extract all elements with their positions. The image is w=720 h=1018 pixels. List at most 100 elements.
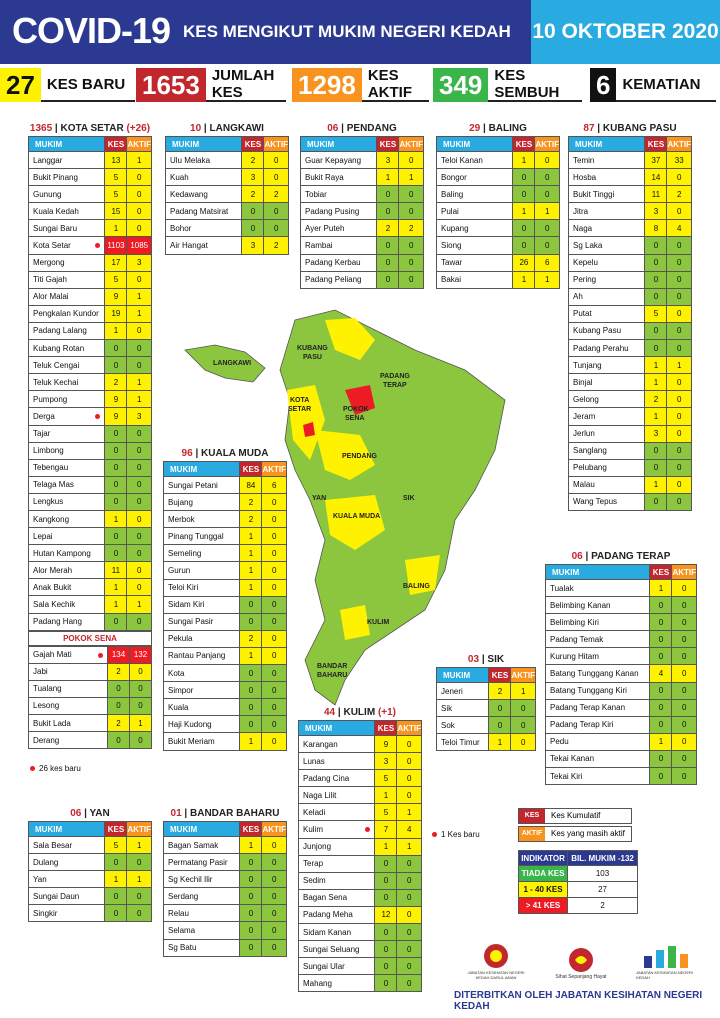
table-row: Gelong 2 0 — [567, 390, 692, 409]
district-title: 06 | PENDANG — [327, 123, 397, 134]
mukim-label: Lepai — [33, 531, 53, 541]
kes-value: 0 — [107, 731, 130, 750]
kes-value: 0 — [644, 339, 668, 358]
aktif-value: 0 — [263, 150, 289, 170]
table-row: Padang Meha 12 0 — [297, 905, 422, 925]
aktif-value: 0 — [261, 612, 287, 631]
map-label-kota-setar-2: SETAR — [288, 406, 311, 413]
aktif-value: 0 — [126, 185, 152, 204]
mukim-name: Sungai Ular — [297, 957, 376, 976]
district-case-count: 96 — [181, 448, 193, 459]
district-name: LANGKAWI — [209, 123, 264, 134]
mukim-label: Pulai — [441, 206, 459, 216]
aktif-value: 1 — [510, 681, 536, 701]
table-row: Padang Cina 5 0 — [297, 769, 422, 788]
mukim-name: Temin — [567, 150, 646, 170]
aktif-value: 0 — [396, 888, 422, 907]
kes-value: 0 — [239, 887, 263, 906]
table-row: Kedawang 2 2 — [164, 185, 289, 204]
kes-value: 0 — [107, 679, 130, 698]
table-row: Junjong 1 1 — [297, 837, 422, 856]
table-row: Padang Terap Kiri 0 0 — [544, 715, 697, 734]
aktif-value: 0 — [261, 870, 287, 889]
table-row: Jabi 2 0 — [28, 662, 152, 681]
kes-value: 0 — [107, 696, 130, 716]
mukim-label: Bagan Samak — [168, 840, 219, 850]
district-title: 44 | KULIM (+1) — [324, 707, 396, 718]
kes-value: 1 — [644, 475, 668, 494]
table-row: Kuah 3 0 — [164, 168, 289, 187]
table-row: Siong 0 0 — [435, 236, 560, 255]
kes-value: 1 — [104, 595, 128, 614]
col-header-kes: KES — [512, 136, 536, 152]
kes-value: 0 — [512, 236, 536, 255]
table-row: Air Hangat 3 2 — [164, 236, 289, 255]
page-subtitle: KES MENGIKUT MUKIM NEGERI KEDAH — [183, 22, 511, 41]
mukim-label: Padang Lalang — [33, 326, 87, 336]
red-zone-kota-setar — [345, 385, 375, 415]
mukim-label: Wang Tepus — [573, 497, 618, 507]
aktif-value: 0 — [126, 441, 152, 460]
district-title: 29 | BALING — [469, 123, 527, 134]
aktif-value: 0 — [396, 854, 422, 873]
table-row: Selama 0 0 — [162, 921, 287, 940]
col-header-mukim: MUKIM — [299, 136, 378, 152]
aktif-value: 0 — [671, 698, 697, 717]
district-table: MUKIM KES AKTIF Sala Besar 5 1 Dulang 0 0 Yan 1 1 Su… — [27, 821, 152, 923]
kes-value: 0 — [649, 613, 673, 632]
kes-value: 3 — [376, 150, 400, 170]
table-row: Merbok 2 0 — [162, 510, 287, 529]
mukim-name: Jeram — [567, 407, 646, 426]
mukim-name: Lengkus — [27, 492, 106, 511]
mukim-label: Tualak — [550, 583, 574, 593]
aktif-value: 0 — [534, 150, 560, 170]
col-header-kes: KES — [374, 720, 398, 736]
mukim-label: Lengkus — [33, 497, 64, 507]
district-title: 87 | KUBANG PASU — [583, 123, 677, 134]
kes-value: 2 — [241, 150, 265, 170]
mukim-label: Gajah Mati — [33, 650, 72, 660]
kes-value: 0 — [644, 321, 668, 341]
legend: KES Kes Kumulatif AKTIF Kes yang masih akt… — [518, 808, 632, 844]
col-header-mukim: MUKIM — [567, 136, 646, 152]
aktif-value: 0 — [666, 492, 692, 511]
table-row: Kota Setar 1103 1085 — [27, 236, 152, 255]
aktif-value: 0 — [396, 905, 422, 925]
table-row: Kangkong 1 0 — [27, 509, 152, 529]
table-row: Hutan Kampong 0 0 — [27, 544, 152, 563]
aktif-value: 0 — [666, 339, 692, 358]
legend-aktif: AKTIF Kes yang masih aktif — [518, 826, 632, 842]
mukim-name: Tebengau — [27, 458, 106, 477]
mukim-name: Dulang — [27, 853, 106, 872]
mukim-name: Bukit Lada — [28, 713, 108, 733]
mukim-label: Bongor — [441, 172, 467, 182]
mukim-name: Sala Kechik — [27, 595, 106, 614]
mukim-name: Kepelu — [567, 253, 646, 272]
district-name: SIK — [487, 654, 505, 665]
kes-value: 1 — [649, 578, 673, 598]
mukim-label: Bakai — [441, 275, 462, 285]
kes-value: 0 — [374, 974, 398, 993]
aktif-value: 0 — [671, 681, 697, 700]
mukim-label: Lesong — [33, 701, 60, 711]
mukim-label: Bujang — [168, 497, 193, 507]
table-row: Padang Terap Kanan 0 0 — [544, 698, 697, 717]
aktif-value: 0 — [126, 475, 152, 494]
aktif-value: 0 — [129, 662, 152, 681]
kes-value: 0 — [376, 253, 400, 272]
aktif-value: 0 — [126, 853, 152, 872]
map-label-bandar-baharu-1: BANDAR — [317, 663, 347, 670]
table-row: Padang Peliang 0 0 — [299, 270, 424, 289]
stat-kes-sembuh: 349 KES SEMBUH — [433, 67, 582, 102]
aktif-value: 0 — [126, 561, 152, 580]
mukim-name: Lepai — [27, 527, 106, 546]
mukim-label: Tunjang — [573, 360, 602, 370]
mukim-name: Bukit Meriam — [162, 732, 241, 751]
kes-value: 0 — [376, 270, 400, 289]
aktif-value: 2 — [666, 185, 692, 204]
aktif-value: 0 — [261, 887, 287, 906]
aktif-value: 0 — [398, 236, 424, 255]
table-row: Kuala Kedah 15 0 — [27, 202, 152, 221]
mukim-label: Baling — [441, 189, 464, 199]
kes-value: 134 — [107, 645, 130, 664]
